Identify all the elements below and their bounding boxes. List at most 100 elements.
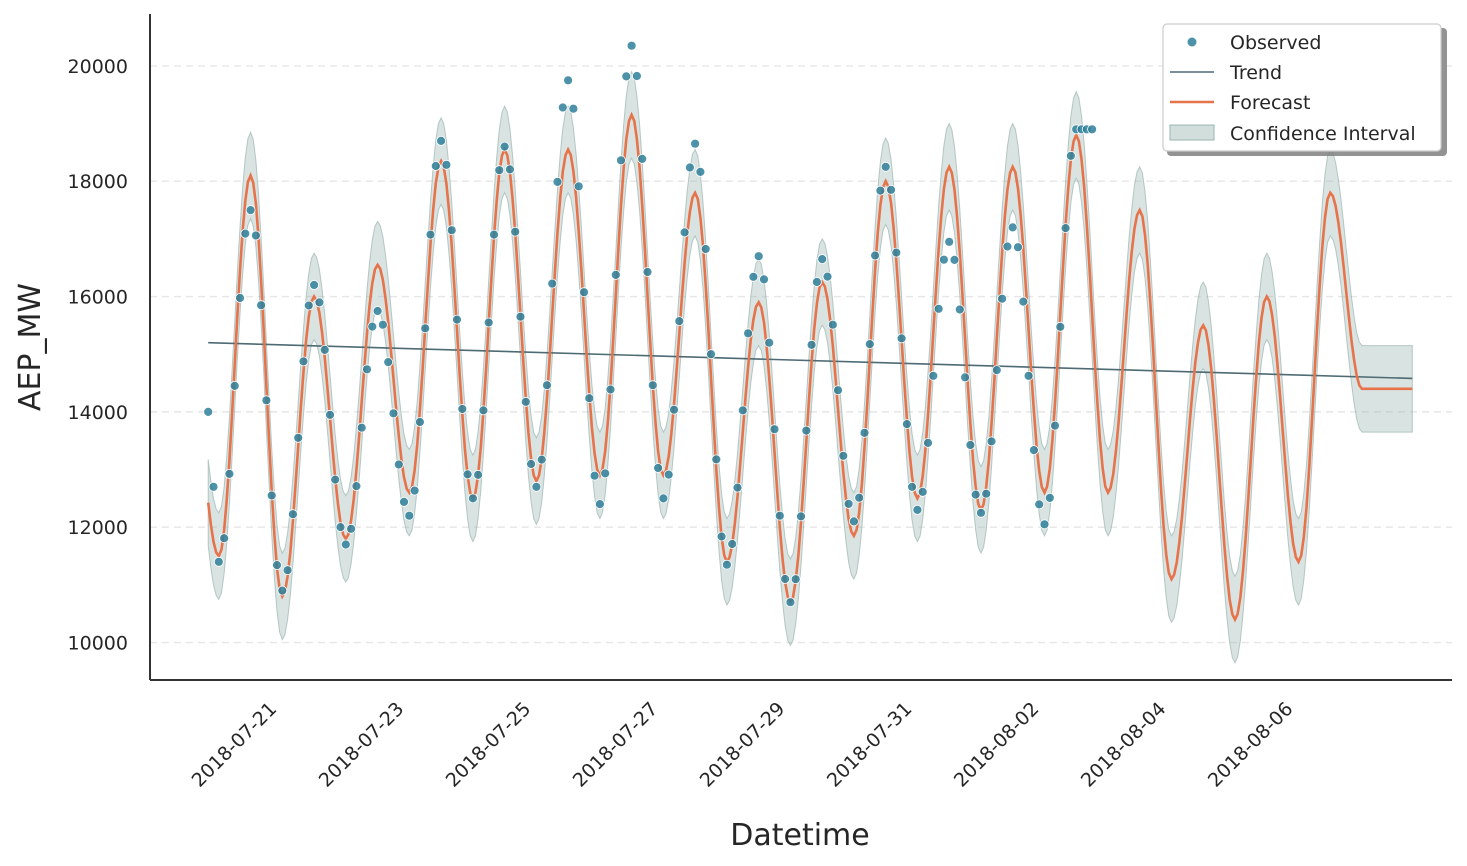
observed-point <box>722 559 732 570</box>
observed-point <box>833 385 843 396</box>
observed-point <box>399 496 409 507</box>
x-tick-labels: 2018-07-21 2018-07-23 2018-07-25 2018-07-27… <box>188 698 1298 792</box>
y-tick-label: 10000 <box>68 633 128 655</box>
observed-point <box>261 395 272 406</box>
observed-point <box>266 490 277 501</box>
y-tick-labels: 10000 12000 14000 16000 18000 20000 <box>68 56 128 655</box>
observed-point <box>976 507 986 518</box>
observed-point <box>690 138 700 149</box>
observed-point <box>526 459 536 469</box>
observed-point <box>864 339 875 350</box>
observed-point <box>610 269 621 280</box>
x-axis-title: Datetime <box>730 818 869 853</box>
observed-point <box>642 267 653 277</box>
observed-point <box>293 432 304 443</box>
observed-point <box>647 380 658 391</box>
observed-point <box>960 372 970 383</box>
observed-point <box>822 271 833 282</box>
observed-point <box>499 141 510 152</box>
observed-point <box>949 254 960 265</box>
observed-point <box>203 406 214 417</box>
observed-point <box>970 489 981 500</box>
observed-point <box>801 425 812 436</box>
observed-point <box>489 229 499 240</box>
observed-point <box>632 71 642 81</box>
observed-point <box>785 597 796 608</box>
legend-forecast-label: Forecast <box>1230 92 1310 114</box>
observed-point <box>325 409 335 420</box>
observed-point <box>875 185 886 196</box>
x-tick-label: 2018-07-25 <box>442 698 536 792</box>
observed-point <box>1007 222 1018 233</box>
observed-point <box>595 499 605 510</box>
observed-point <box>769 424 780 435</box>
observed-point <box>1044 492 1055 503</box>
observed-point <box>531 481 542 492</box>
observed-point <box>1034 499 1045 510</box>
observed-point <box>896 333 907 344</box>
observed-point <box>753 251 764 262</box>
observed-point <box>462 469 473 480</box>
observed-point <box>478 405 489 416</box>
observed-point <box>235 293 245 303</box>
observed-point <box>764 337 775 348</box>
legend-confidence-label: Confidence Interval <box>1230 123 1416 145</box>
axes <box>149 14 1452 681</box>
legend-trend-label: Trend <box>1229 62 1282 84</box>
observed-point <box>774 510 785 521</box>
observed-point <box>1050 420 1060 431</box>
observed-point <box>605 384 616 395</box>
x-tick-label: 2018-08-06 <box>1204 698 1298 792</box>
observed-point <box>1039 519 1050 530</box>
observed-point <box>954 304 965 315</box>
observed-point <box>1066 150 1076 161</box>
observed-point <box>452 314 462 325</box>
observed-point <box>817 254 828 265</box>
observed-point <box>356 422 367 433</box>
observed-point <box>944 236 955 247</box>
observed-point <box>414 417 425 427</box>
observed-point <box>547 278 558 289</box>
y-tick-label: 18000 <box>68 171 128 193</box>
observed-point <box>563 75 573 86</box>
observed-point <box>568 103 579 114</box>
observed-point <box>1087 124 1097 135</box>
observed-point <box>928 370 939 381</box>
observed-point <box>303 300 314 311</box>
legend-observed-label: Observed <box>1230 32 1321 54</box>
forecast-line <box>206 111 1413 623</box>
x-tick-label: 2018-07-31 <box>823 698 917 792</box>
observed-point <box>494 165 505 176</box>
y-tick-label: 16000 <box>68 287 128 309</box>
observed-point <box>430 161 441 171</box>
observed-point <box>441 159 452 170</box>
observed-point <box>256 300 267 311</box>
observed-point <box>849 516 859 527</box>
observed-point <box>907 481 917 492</box>
observed-point <box>727 539 738 549</box>
observed-point <box>436 135 447 146</box>
observed-point <box>796 511 806 522</box>
x-tick-label: 2018-07-29 <box>696 698 790 792</box>
observed-point <box>1013 242 1023 253</box>
observed-point <box>224 468 235 479</box>
observed-point <box>213 556 224 567</box>
observed-point <box>383 357 394 368</box>
observed-point <box>388 408 399 419</box>
observed-point <box>467 493 478 504</box>
y-tick-label: 12000 <box>68 517 128 539</box>
observed-point <box>912 504 923 515</box>
observed-point <box>737 405 748 416</box>
observed-point <box>298 356 309 367</box>
forecast-line-group <box>206 111 1413 623</box>
observed-point <box>700 244 711 254</box>
observed-point <box>886 184 896 195</box>
observed-point <box>880 161 891 172</box>
observed-point <box>1018 296 1029 307</box>
observed-point <box>282 565 293 576</box>
observed-point <box>743 328 753 339</box>
observed-point <box>626 40 637 51</box>
observed-point <box>377 319 388 330</box>
observed-point <box>1023 370 1034 381</box>
observed-point <box>716 531 727 542</box>
